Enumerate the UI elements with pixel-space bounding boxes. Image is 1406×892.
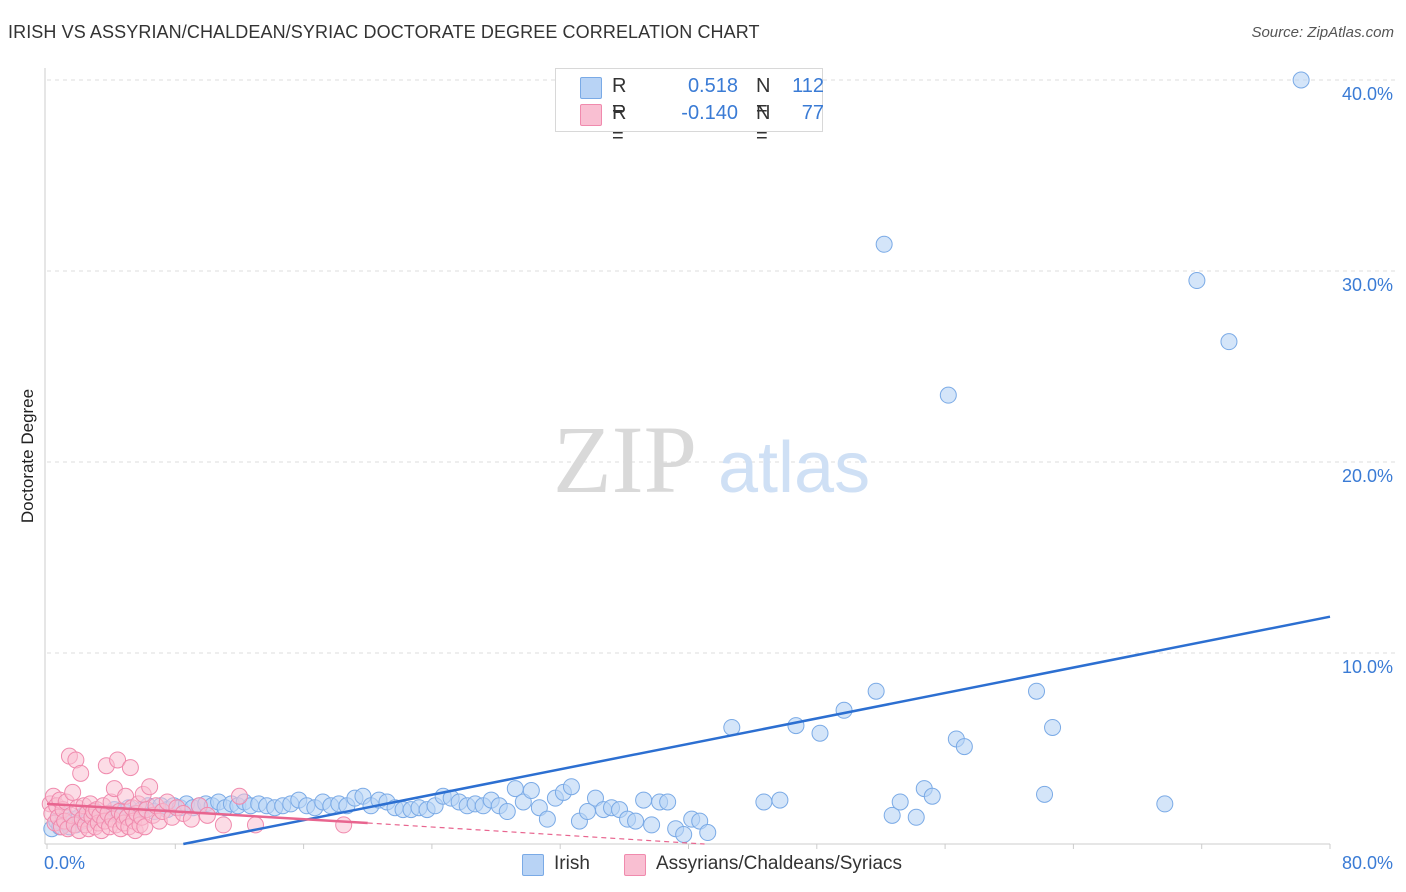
irish-point [1036, 785, 1054, 803]
legend-irish-label: Irish [554, 853, 590, 874]
irish-point [771, 791, 789, 809]
r-label: R = [612, 102, 627, 147]
irish-point [643, 816, 661, 834]
series-legend: Irish Assyrians/Chaldeans/Syriacs [0, 852, 1406, 880]
assyrian-point [109, 751, 127, 769]
irish-swatch [522, 854, 544, 876]
r-value: -0.140 [681, 102, 738, 124]
n-value: 77 [801, 102, 824, 124]
irish-point [1188, 272, 1206, 290]
irish-point [939, 386, 957, 404]
irish-point [867, 682, 885, 700]
irish-point [907, 808, 925, 826]
y-tick-label: 40.0% [1342, 84, 1393, 104]
assyrian-point [198, 806, 216, 824]
assyrian-point [230, 787, 248, 805]
legend-assyrian-label: Assyrians/Chaldeans/Syriacs [656, 853, 903, 874]
source-label: Source: ZipAtlas.com [1251, 24, 1394, 41]
assyrian-swatch [624, 854, 646, 876]
irish-point [538, 810, 556, 828]
irish-point [955, 738, 973, 756]
correlation-legend: R = 0.518 N = 112 R = -0.140 N = 77 [555, 68, 824, 147]
y-tick-label: 10.0% [1342, 657, 1393, 677]
irish-point [835, 701, 853, 719]
assyrian-point [335, 816, 353, 834]
irish-point [699, 824, 717, 842]
assyrian-swatch [580, 104, 602, 126]
x-tick-label: 80.0% [1342, 853, 1393, 873]
assyrian-point [64, 783, 82, 801]
irish-point [755, 793, 773, 811]
y-axis-label: Doctorate Degree [18, 389, 37, 523]
x-tick-label: 0.0% [44, 853, 85, 873]
irish-point [1044, 718, 1062, 736]
assyrian-point [121, 759, 139, 777]
irish-point [635, 791, 653, 809]
assyrian-trend-line [46, 802, 368, 825]
irish-point [811, 724, 829, 742]
chart-title: IRISH VS ASSYRIAN/CHALDEAN/SYRIAC DOCTOR… [8, 22, 760, 42]
r-value: 0.518 [687, 75, 738, 97]
irish-point [659, 793, 677, 811]
n-label: N = [756, 102, 771, 147]
irish-point [675, 825, 693, 843]
irish-point [627, 812, 645, 830]
y-tick-label: 20.0% [1342, 466, 1393, 486]
irish-point [875, 235, 893, 253]
irish-point [787, 717, 805, 735]
irish-point [1156, 795, 1174, 813]
irish-point [498, 803, 516, 821]
irish-swatch [580, 77, 602, 99]
irish-trend-line [183, 615, 1331, 846]
watermark-zip: ZIP [553, 406, 697, 513]
r-label: R = [612, 75, 627, 120]
assyrian-point [182, 810, 200, 828]
assyrian-point [72, 764, 90, 782]
assyrian-trend-extension [367, 822, 705, 845]
irish-point [1292, 71, 1310, 89]
watermark-atlas: atlas [718, 428, 870, 508]
irish-point [891, 793, 909, 811]
assyrian-point [141, 778, 159, 796]
irish-point [1028, 682, 1046, 700]
n-label: N = [756, 75, 771, 120]
irish-point [522, 782, 540, 800]
irish-point [1220, 333, 1238, 351]
irish-point [923, 787, 941, 805]
irish-point [883, 806, 901, 824]
assyrian-point [214, 816, 232, 834]
n-value: 112 [792, 75, 824, 97]
y-tick-label: 30.0% [1342, 275, 1393, 295]
irish-point [562, 778, 580, 796]
